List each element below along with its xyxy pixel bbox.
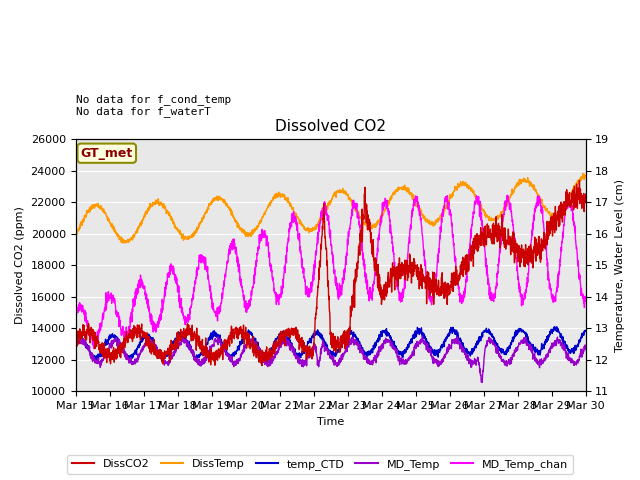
Legend: DissCO2, DissTemp, temp_CTD, MD_Temp, MD_Temp_chan: DissCO2, DissTemp, temp_CTD, MD_Temp, MD… xyxy=(67,455,573,474)
Text: GT_met: GT_met xyxy=(81,147,133,160)
Y-axis label: Temperature, Water Level (cm): Temperature, Water Level (cm) xyxy=(615,179,625,352)
Title: Dissolved CO2: Dissolved CO2 xyxy=(275,119,386,134)
Text: No data for f_cond_temp
No data for f_waterT: No data for f_cond_temp No data for f_wa… xyxy=(76,94,231,117)
X-axis label: Time: Time xyxy=(317,417,344,427)
Y-axis label: Dissolved CO2 (ppm): Dissolved CO2 (ppm) xyxy=(15,206,25,324)
